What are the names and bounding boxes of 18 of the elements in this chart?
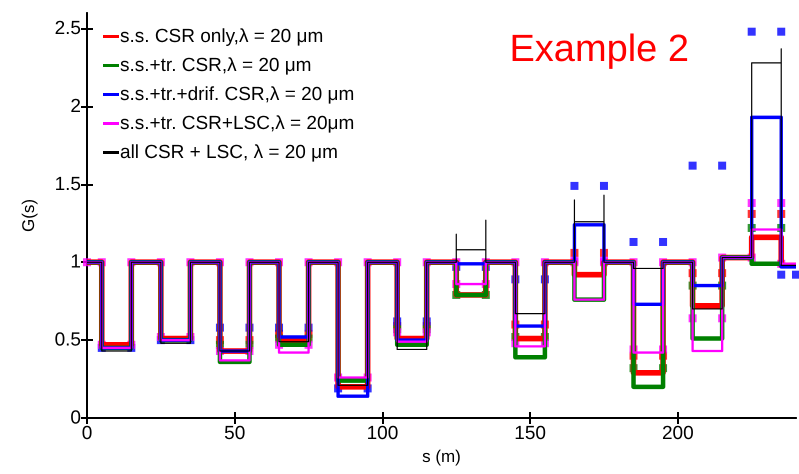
legend-label: s.s.+tr. CSR+LSC,λ = 20μm xyxy=(120,113,354,134)
y-tick-label: 1 xyxy=(70,252,81,273)
y-axis-title: G(s) xyxy=(19,198,38,232)
legend-label: s.s.+tr.+drif. CSR,λ = 20 μm xyxy=(120,84,354,105)
y-tick-label: 2.5 xyxy=(54,18,81,40)
annotation: Example 2 xyxy=(509,28,690,70)
x-tick-label: 100 xyxy=(366,423,398,444)
legend-label: all CSR + LSC, λ = 20 μm xyxy=(120,142,338,163)
y-tick-label: 0.5 xyxy=(54,330,81,351)
x-tick-label: 150 xyxy=(514,423,546,444)
y-tick-label: 0 xyxy=(70,408,81,428)
x-tick-label: 200 xyxy=(662,423,694,444)
legend-label: s.s.+tr. CSR,λ = 20 μm xyxy=(120,55,312,76)
legend-label: s.s. CSR only,λ = 20 μm xyxy=(120,26,324,47)
x-axis-title: s (m) xyxy=(422,446,461,466)
y-tick-label: 2 xyxy=(70,96,81,117)
y-tick-label: 1.5 xyxy=(54,174,81,195)
x-tick-label: 50 xyxy=(224,423,246,444)
